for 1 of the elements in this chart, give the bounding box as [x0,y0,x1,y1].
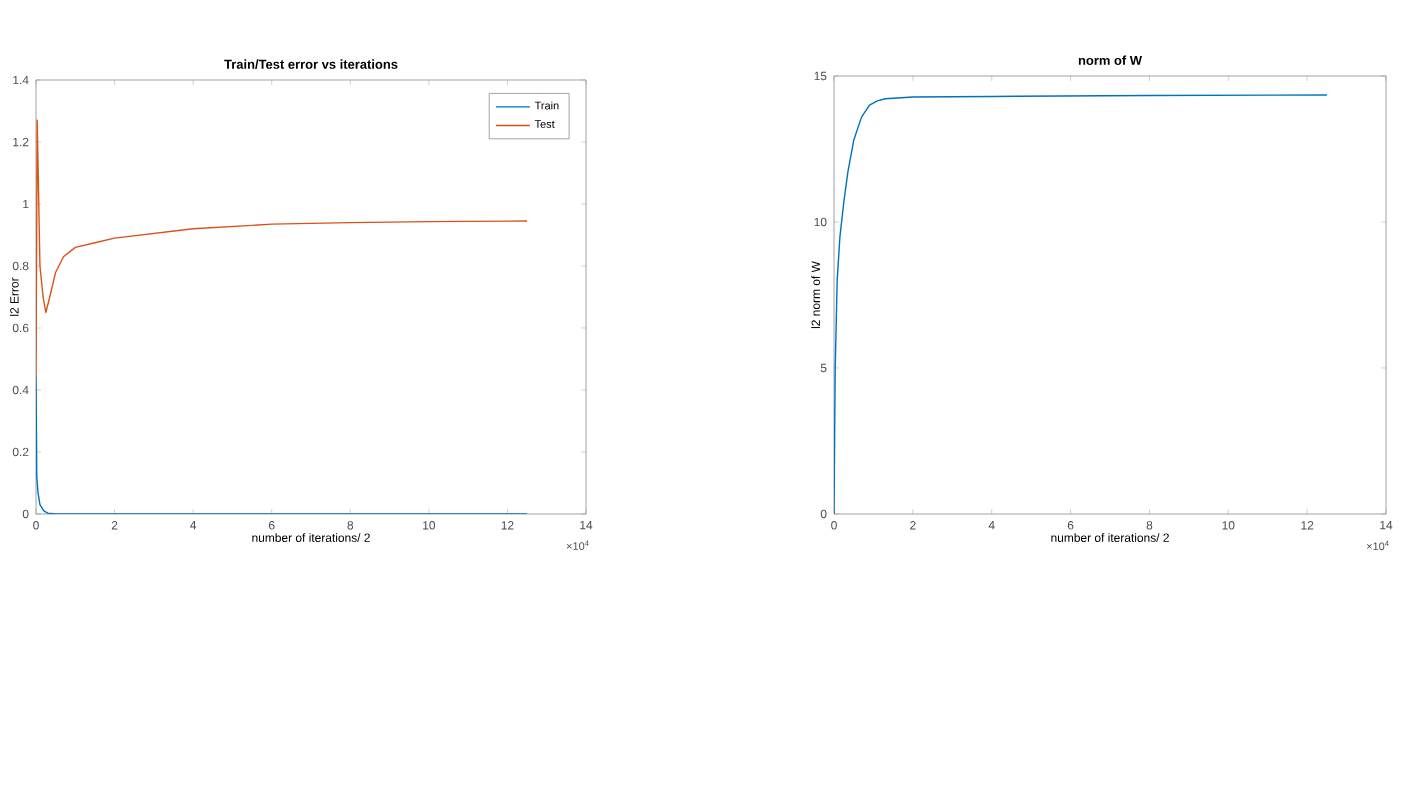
line-series [834,94,1328,514]
